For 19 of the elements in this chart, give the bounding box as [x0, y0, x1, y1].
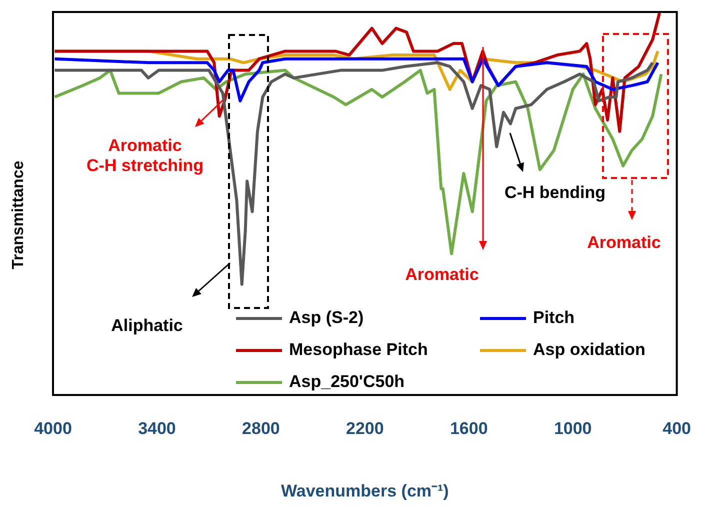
legend-label: Pitch: [533, 308, 575, 328]
legend-label: Asp_250'C50h: [289, 372, 405, 392]
x-tick-label: 2200: [346, 418, 384, 438]
y-axis-title: Transmittance: [10, 160, 28, 270]
annotation: Aromatic: [404, 265, 480, 285]
annotation: Aromatic C-H stretching: [85, 136, 205, 176]
legend-label: Mesophase Pitch: [289, 340, 428, 360]
legend-label: Asp (S-2): [289, 308, 364, 328]
annotation: Aliphatic: [110, 316, 184, 336]
annotation: C-H bending: [503, 183, 607, 203]
x-tick-label: 400: [662, 418, 692, 438]
x-tick-label: 2800: [242, 418, 280, 438]
x-axis-title: Wavenumbers (cm⁻¹): [280, 481, 449, 500]
x-tick-label: 1000: [554, 418, 592, 438]
x-tick-label: 3400: [138, 418, 176, 438]
annotation: Aromatic: [586, 233, 662, 253]
x-tick-label: 1600: [450, 418, 488, 438]
x-tick-label: 4000: [34, 418, 72, 438]
legend-label: Asp oxidation: [533, 340, 646, 360]
